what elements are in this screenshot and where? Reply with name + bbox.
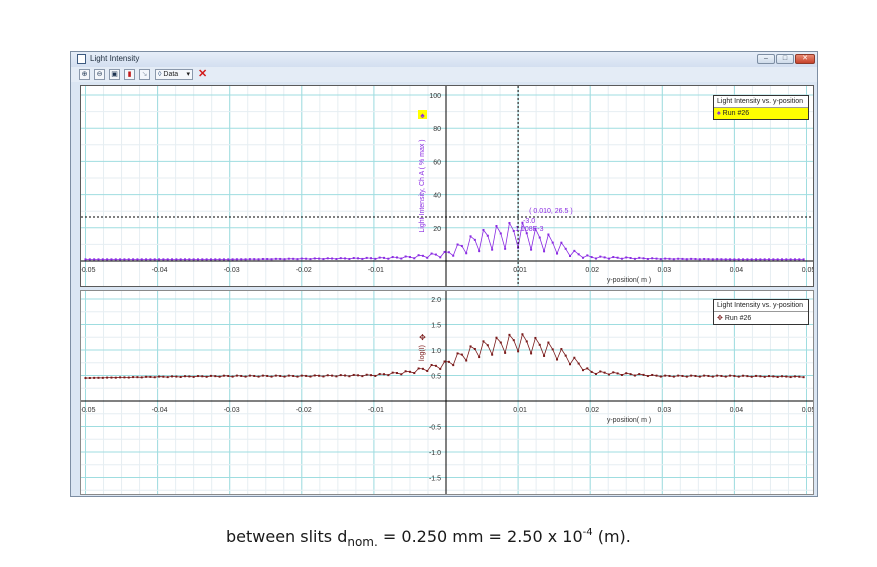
window-title: Light Intensity: [90, 54, 140, 63]
legend-run-label: Run #26: [724, 315, 752, 322]
log-intensity-graph[interactable]: -0.05 -0.04 -0.03 -0.02 -0.01 0.01 0.02 0.03 0.0…: [80, 290, 814, 495]
svg-text:0.02: 0.02: [585, 267, 599, 274]
svg-text:-0.02: -0.02: [296, 407, 312, 414]
svg-text:1.108E-3: 1.108E-3: [515, 226, 544, 233]
svg-text:-0.05: -0.05: [81, 267, 96, 274]
svg-text:0.05: 0.05: [802, 267, 813, 274]
svg-text:0.04: 0.04: [730, 267, 744, 274]
svg-text:20: 20: [433, 226, 441, 233]
zoom-in-icon[interactable]: ⊕: [79, 69, 90, 80]
data-icon: ◊: [158, 71, 164, 78]
zoom-select-icon[interactable]: ▣: [109, 69, 120, 80]
caption-suffix: (m).: [592, 527, 631, 546]
caption-middle: = 0.250 mm = 2.50 x 10: [377, 527, 583, 546]
legend-run-item[interactable]: ✥ Run #26: [714, 312, 808, 324]
x-axis-label: y-position( m ): [607, 417, 651, 424]
run-marker-icon: ✥: [717, 315, 723, 322]
run-marker-icon: ♠: [717, 110, 721, 117]
caption-prefix: between slits d: [226, 527, 348, 546]
data-dropdown[interactable]: ◊ Data ▾: [155, 69, 193, 80]
svg-text:-0.5: -0.5: [429, 425, 441, 432]
svg-text:-0.03: -0.03: [224, 267, 240, 274]
svg-text:60: 60: [433, 159, 441, 166]
log-plot-area[interactable]: -0.05 -0.04 -0.03 -0.02 -0.01 0.01 0.02 0.03 0.0…: [81, 291, 813, 494]
svg-text:-1.0: -1.0: [429, 450, 441, 457]
svg-text:0.05: 0.05: [802, 407, 813, 414]
svg-text:-0.05: -0.05: [81, 407, 96, 414]
svg-text:1.5: 1.5: [431, 323, 441, 330]
svg-text:-0.01: -0.01: [368, 267, 384, 274]
intensity-plot-area[interactable]: -0.05 -0.04 -0.03 -0.02 -0.01 0.01 0.02 0.03 0.0…: [81, 86, 813, 286]
svg-text:-0.04: -0.04: [152, 267, 168, 274]
svg-text:0.01: 0.01: [513, 267, 527, 274]
intensity-graph[interactable]: -0.05 -0.04 -0.03 -0.02 -0.01 0.01 0.02 0.03 0.0…: [80, 85, 814, 287]
log-legend[interactable]: Light Intensity vs. y-position ✥ Run #26: [713, 299, 809, 325]
svg-text:0.5: 0.5: [431, 374, 441, 381]
svg-text:80: 80: [433, 126, 441, 133]
close-button[interactable]: ✕: [795, 54, 815, 64]
graph-toolbar: ⊕ ⊖ ▣ ▮ ↘ ◊ Data ▾ ✕: [71, 67, 817, 82]
legend-title: Light Intensity vs. y-position: [714, 96, 808, 108]
svg-text:0.04: 0.04: [730, 407, 744, 414]
svg-text:0.02: 0.02: [585, 407, 599, 414]
chevron-down-icon: ▾: [186, 71, 190, 78]
svg-text:-0.03: -0.03: [224, 407, 240, 414]
svg-text:-3.0: -3.0: [523, 218, 535, 225]
legend-title: Light Intensity vs. y-position: [714, 300, 808, 312]
slit-spacing-caption: between slits dnom. = 0.250 mm = 2.50 x …: [226, 527, 631, 549]
svg-text:-0.01: -0.01: [368, 407, 384, 414]
legend-run-item[interactable]: ♠ Run #26: [714, 108, 808, 119]
data-label: Data: [163, 71, 179, 78]
delete-icon[interactable]: ✕: [198, 68, 208, 80]
svg-text:0.01: 0.01: [513, 407, 527, 414]
svg-text:( 0.010, 26.5 ): ( 0.010, 26.5 ): [529, 208, 573, 215]
svg-text:1.0: 1.0: [431, 348, 441, 355]
svg-text:0.03: 0.03: [657, 267, 671, 274]
maximize-button[interactable]: □: [776, 54, 794, 64]
svg-text:-0.04: -0.04: [152, 407, 168, 414]
svg-text:-1.5: -1.5: [429, 476, 441, 483]
minimize-button[interactable]: –: [757, 54, 775, 64]
svg-text:40: 40: [433, 193, 441, 200]
svg-text:-0.02: -0.02: [296, 267, 312, 274]
svg-text:Light Intensity, Ch A ( % max: Light Intensity, Ch A ( % max ): [419, 139, 426, 232]
caption-subscript: nom.: [347, 535, 378, 549]
svg-text:0.03: 0.03: [657, 407, 671, 414]
x-axis-label: y-position( m ): [607, 277, 651, 284]
intensity-legend[interactable]: Light Intensity vs. y-position ♠ Run #26: [713, 95, 809, 120]
svg-text:100: 100: [429, 93, 441, 100]
light-intensity-window: Light Intensity – □ ✕ ⊕ ⊖ ▣ ▮ ↘ ◊ Data ▾…: [70, 51, 818, 497]
svg-text:log(I): log(I): [419, 345, 426, 361]
svg-text:2.0: 2.0: [431, 297, 441, 304]
zoom-out-icon[interactable]: ⊖: [94, 69, 105, 80]
caption-superscript: -4: [582, 527, 593, 538]
window-icon: [77, 54, 86, 64]
svg-text:✥: ✥: [419, 333, 426, 342]
svg-text:♠: ♠: [420, 111, 425, 120]
title-bar[interactable]: Light Intensity – □ ✕: [71, 52, 817, 67]
examine-icon[interactable]: ↘: [139, 69, 150, 80]
statistics-icon[interactable]: ▮: [124, 69, 135, 80]
legend-run-label: Run #26: [722, 110, 750, 117]
